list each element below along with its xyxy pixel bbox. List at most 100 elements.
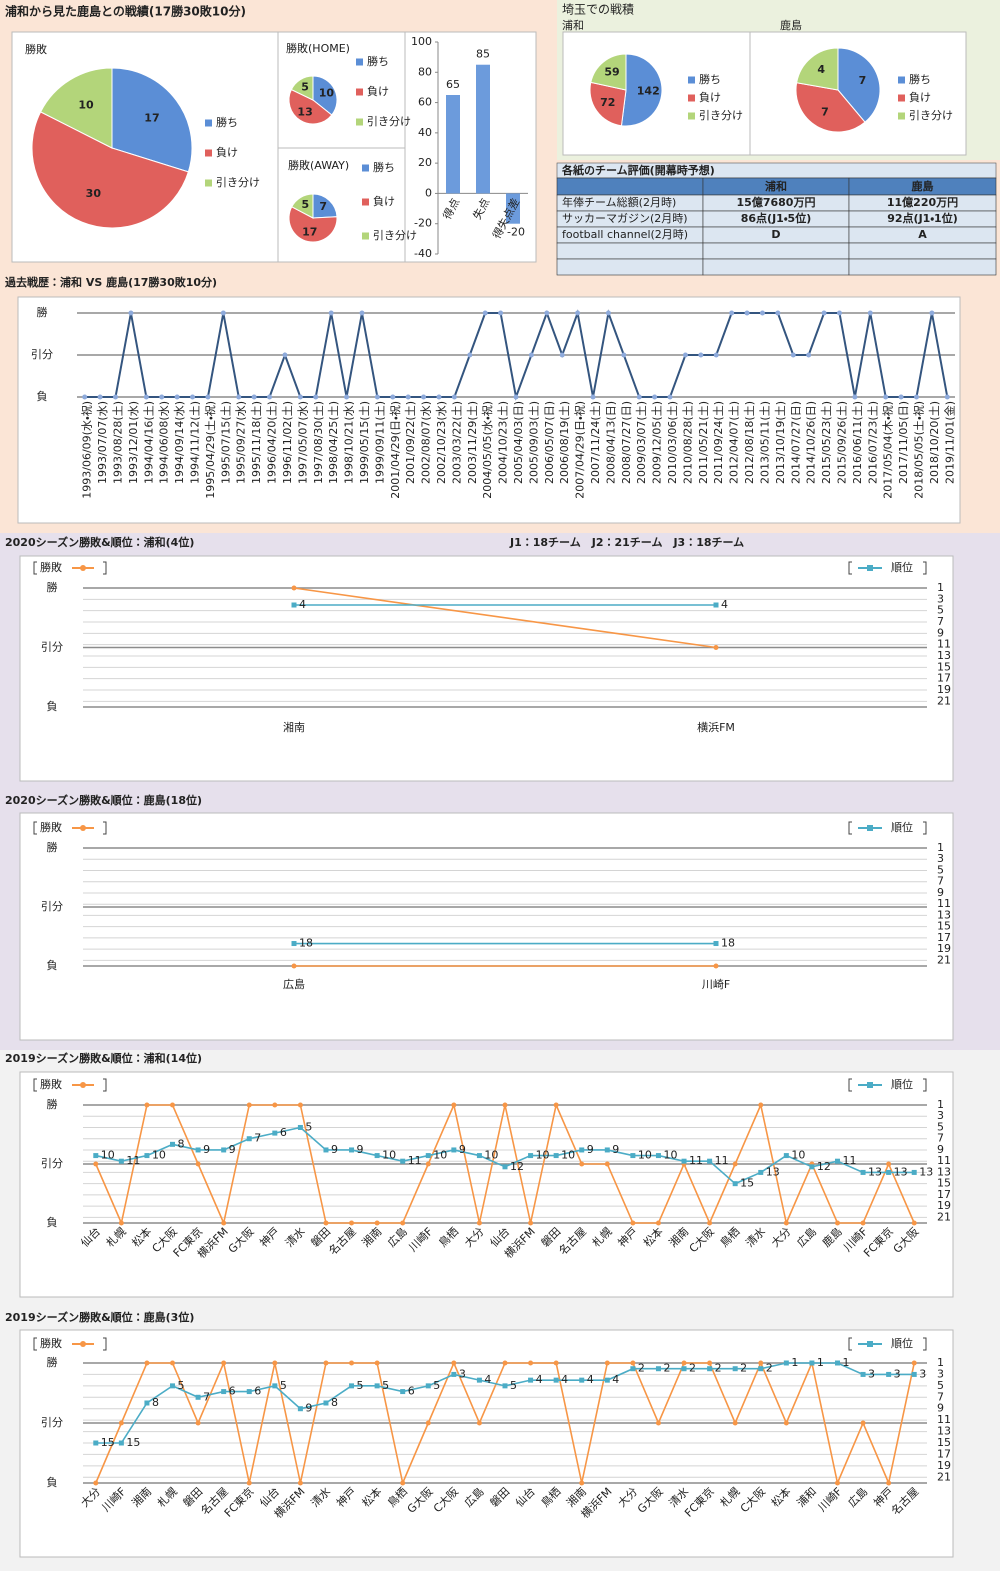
marker (860, 1420, 866, 1426)
data-label: 10 (536, 1149, 550, 1162)
marker (205, 394, 211, 400)
data-label: 9 (305, 1402, 312, 1415)
marker (170, 1102, 176, 1108)
marker (528, 1360, 534, 1366)
marker (732, 1181, 738, 1187)
marker (621, 352, 627, 358)
y2-tick-label: 7 (937, 1132, 944, 1145)
marker (559, 352, 565, 358)
marker (834, 1480, 840, 1486)
marker (553, 1153, 559, 1159)
x-tick-label: 1998/04/25(土) (327, 401, 340, 484)
marker (834, 1220, 840, 1226)
marker (544, 310, 550, 316)
legend-swatch (688, 112, 695, 120)
marker (502, 1164, 508, 1170)
marker (297, 1124, 303, 1130)
marker (476, 1377, 482, 1383)
marker (400, 1389, 406, 1395)
marker (758, 1360, 764, 1366)
pie-slice (620, 53, 663, 127)
pie-title: 浦和 (562, 19, 584, 32)
data-label: 12 (817, 1160, 831, 1173)
x-tick-label: 2003/03/22(土) (450, 401, 463, 484)
pie-label: 10 (78, 99, 94, 112)
x-tick-label: 1999/05/15(土) (358, 401, 371, 484)
marker (246, 1389, 252, 1395)
x-tick-label: 2002/10/23(水) (435, 401, 448, 484)
marker (144, 1102, 150, 1108)
x-tick-label: 2006/08/19(土) (558, 401, 571, 484)
data-label: 8 (152, 1396, 159, 1409)
y2-tick-label: 17 (937, 931, 951, 944)
y2-tick-label: 7 (937, 875, 944, 888)
pie-label: 17 (302, 226, 317, 239)
marker (93, 1480, 99, 1486)
marker (809, 1164, 815, 1170)
marker (349, 1383, 355, 1389)
legend-marker (80, 825, 86, 831)
marker (170, 1360, 176, 1366)
legend-label: 順位 (891, 1078, 913, 1091)
marker (221, 1389, 227, 1395)
data-label: 2 (740, 1362, 747, 1375)
y2-tick-label: 15 (937, 660, 951, 673)
marker (97, 394, 103, 400)
y2-tick-label: 19 (937, 942, 951, 955)
legend-marker (867, 825, 873, 831)
marker (195, 1394, 201, 1400)
marker (886, 1161, 892, 1167)
data-label: 4 (561, 1373, 568, 1386)
marker (118, 1420, 124, 1426)
x-tick-label: 2004/10/23(土) (497, 401, 510, 484)
marker (729, 310, 735, 316)
pie-slice (837, 47, 881, 123)
y-tick-label: 引分 (41, 1156, 63, 1170)
marker (195, 1147, 201, 1153)
x-tick-label: 2001/09/22(土) (404, 401, 417, 484)
x-tick-label: 2013/05/11(土) (758, 401, 771, 484)
x-tick-label: 2019/11/01(金) (943, 401, 956, 484)
pie-label: 5 (301, 80, 309, 93)
data-label: 6 (408, 1385, 415, 1398)
x-tick-label: 1995/07/15(土) (219, 401, 232, 484)
marker (681, 1366, 687, 1372)
table-cell (702, 242, 850, 260)
marker (170, 1141, 176, 1147)
data-label: 9 (357, 1143, 364, 1156)
marker (732, 1161, 738, 1167)
marker (758, 1102, 764, 1108)
data-label: 2 (715, 1362, 722, 1375)
pie-label: 4 (817, 63, 825, 76)
marker (195, 1420, 201, 1426)
table-cell-text: 92点(J1・1位) (887, 211, 958, 225)
y2-tick-label: 15 (937, 1436, 951, 1449)
x-tick-label: 2005/04/03(日) (512, 401, 525, 484)
table-cell (848, 258, 997, 276)
data-label: 10 (561, 1149, 575, 1162)
marker (775, 310, 781, 316)
table-cell-text: 15億7680万円 (737, 195, 816, 209)
x-tick-label: 2007/11/24(土) (589, 401, 602, 484)
marker (476, 1153, 482, 1159)
marker (82, 394, 88, 400)
data-label: 9 (587, 1143, 594, 1156)
marker (667, 394, 673, 400)
marker (783, 1153, 789, 1159)
data-label: 5 (178, 1379, 185, 1392)
marker (144, 1360, 150, 1366)
table-cell (848, 242, 997, 260)
legend-marker (80, 565, 86, 571)
x-tick-label: 2017/11/05(日) (897, 401, 910, 484)
marker (513, 394, 519, 400)
marker (528, 1153, 534, 1159)
marker (313, 394, 319, 400)
y2-tick-label: 5 (937, 863, 944, 876)
series-line (293, 587, 717, 649)
y-tick-label: 80 (418, 65, 432, 78)
data-label: 6 (254, 1385, 261, 1398)
marker (118, 1220, 124, 1226)
data-label: 9 (331, 1143, 338, 1156)
marker (911, 1360, 917, 1366)
annotation: J1：18チーム J2：21チーム J3：18チーム (509, 536, 744, 549)
